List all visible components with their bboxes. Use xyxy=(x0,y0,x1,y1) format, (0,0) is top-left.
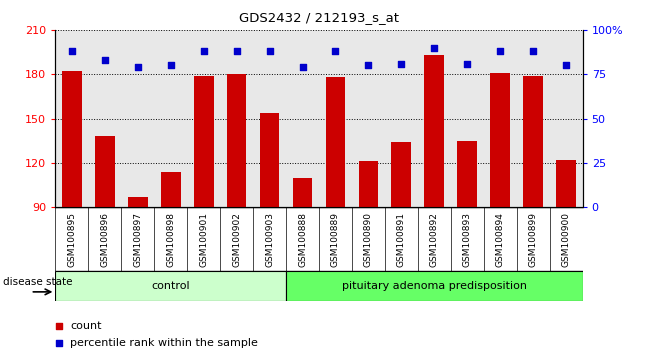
Text: control: control xyxy=(152,281,190,291)
Bar xyxy=(55,271,286,301)
Bar xyxy=(424,55,444,207)
Text: GSM100890: GSM100890 xyxy=(364,212,373,267)
Text: GSM100888: GSM100888 xyxy=(298,212,307,267)
Text: count: count xyxy=(70,321,102,331)
Point xyxy=(199,48,209,54)
Point xyxy=(330,48,340,54)
Bar xyxy=(128,197,148,207)
Text: GDS2432 / 212193_s_at: GDS2432 / 212193_s_at xyxy=(239,11,399,24)
Point xyxy=(429,45,439,51)
Point xyxy=(66,48,77,54)
Bar xyxy=(286,271,583,301)
Point xyxy=(363,63,374,68)
Bar xyxy=(326,77,345,207)
Bar xyxy=(95,136,115,207)
Bar xyxy=(391,142,411,207)
Text: GSM100899: GSM100899 xyxy=(529,212,538,267)
Point xyxy=(133,64,143,70)
Text: GSM100893: GSM100893 xyxy=(463,212,472,267)
Text: GSM100895: GSM100895 xyxy=(67,212,76,267)
Text: GSM100894: GSM100894 xyxy=(496,212,505,267)
Text: percentile rank within the sample: percentile rank within the sample xyxy=(70,338,258,348)
Point xyxy=(462,61,473,67)
Point xyxy=(396,61,407,67)
Text: GSM100892: GSM100892 xyxy=(430,212,439,267)
Text: disease state: disease state xyxy=(3,276,73,287)
Bar xyxy=(260,113,279,207)
Point xyxy=(495,48,505,54)
Text: GSM100889: GSM100889 xyxy=(331,212,340,267)
Bar xyxy=(227,74,247,207)
Point xyxy=(242,266,253,271)
Text: pituitary adenoma predisposition: pituitary adenoma predisposition xyxy=(342,281,527,291)
Text: GSM100902: GSM100902 xyxy=(232,212,241,267)
Point xyxy=(100,57,110,63)
Text: GSM100900: GSM100900 xyxy=(562,212,571,267)
Text: GSM100901: GSM100901 xyxy=(199,212,208,267)
Point xyxy=(264,48,275,54)
Bar xyxy=(293,178,312,207)
Point xyxy=(231,48,242,54)
Bar xyxy=(62,72,81,207)
Bar xyxy=(490,73,510,207)
Point xyxy=(165,63,176,68)
Bar xyxy=(556,160,576,207)
Bar xyxy=(359,161,378,207)
Text: GSM100903: GSM100903 xyxy=(265,212,274,267)
Point xyxy=(528,48,538,54)
Bar xyxy=(161,172,180,207)
Text: GSM100891: GSM100891 xyxy=(397,212,406,267)
Text: GSM100897: GSM100897 xyxy=(133,212,142,267)
Bar xyxy=(458,141,477,207)
Point xyxy=(242,105,253,110)
Bar xyxy=(194,76,214,207)
Point xyxy=(561,63,572,68)
Point xyxy=(298,64,308,70)
Text: GSM100896: GSM100896 xyxy=(100,212,109,267)
Bar xyxy=(523,76,543,207)
Text: GSM100898: GSM100898 xyxy=(166,212,175,267)
